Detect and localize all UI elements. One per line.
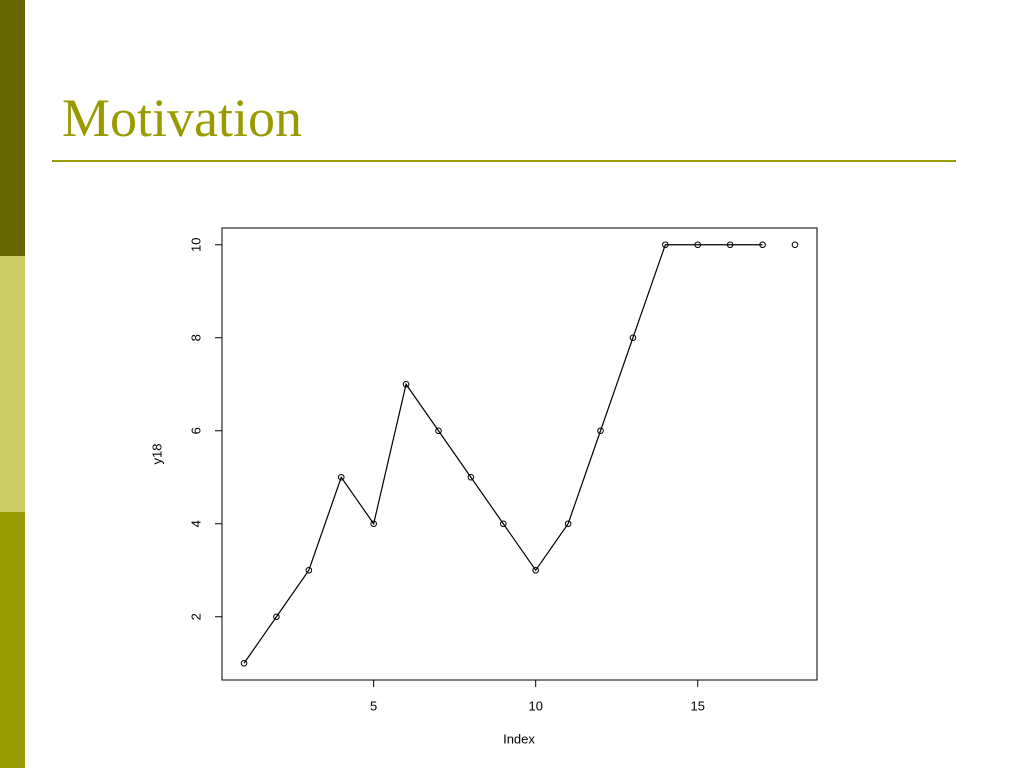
side-bar [0,512,25,768]
y-tick-label: 10 [188,238,203,252]
y-axis-label: y18 [149,444,164,465]
x-tick-label: 15 [691,698,705,713]
data-line [243,244,763,664]
x-tick-label: 5 [370,698,377,713]
y-tick-label: 4 [188,520,203,527]
data-point [791,241,799,249]
side-bar [0,256,25,512]
x-tick-label: 10 [528,698,542,713]
x-axis-label: Index [503,731,535,746]
y-tick-label: 6 [188,427,203,434]
y-tick-label: 8 [188,334,203,341]
y-tick-label: 2 [188,613,203,620]
plot-box [221,227,818,681]
slide-title: Motivation [62,88,302,148]
side-bar [0,0,25,256]
